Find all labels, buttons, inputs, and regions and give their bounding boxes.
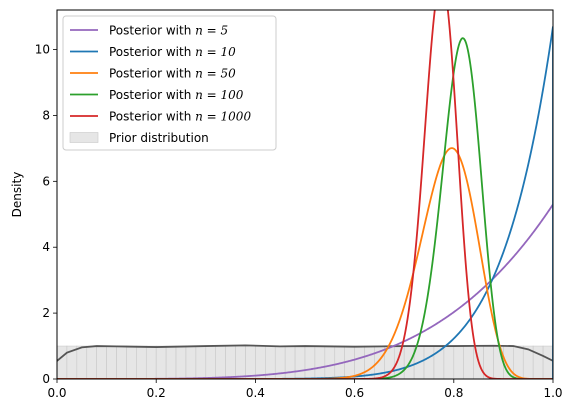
prior-histogram-bar <box>423 345 435 379</box>
prior-histogram-bar <box>86 345 97 379</box>
prior-histogram-bar <box>463 345 474 379</box>
prior-histogram-bar <box>155 345 167 379</box>
prior-histogram-bar <box>175 345 187 379</box>
prior-histogram-bar <box>215 345 226 379</box>
y-tick-label: 4 <box>42 240 50 254</box>
prior-histogram-bar <box>284 345 296 379</box>
prior-histogram-bar <box>235 345 246 379</box>
y-tick-label: 0 <box>42 372 50 386</box>
prior-histogram-bar <box>304 345 316 379</box>
y-tick-label: 6 <box>42 174 50 188</box>
y-tick-label: 8 <box>42 108 50 122</box>
legend-label: Posterior with n = 50 <box>109 67 236 81</box>
legend-label: Posterior with n = 100 <box>109 88 244 102</box>
prior-histogram-bar <box>205 345 217 379</box>
legend-label: Posterior with n = 1000 <box>109 110 251 124</box>
x-tick-label: 0.8 <box>444 386 463 400</box>
prior-histogram-bar <box>453 345 465 379</box>
x-tick-label: 1.0 <box>543 386 562 400</box>
prior-histogram-bar <box>245 345 256 379</box>
prior-histogram-bar <box>165 345 177 379</box>
prior-histogram-bar <box>185 345 197 379</box>
series-line-n-50 <box>57 147 553 379</box>
prior-density-line <box>57 344 553 362</box>
axes-frame <box>56 9 554 380</box>
prior-histogram-bar <box>145 345 157 379</box>
prior-histogram-bar <box>195 345 207 379</box>
prior-histogram-bar <box>532 345 544 379</box>
legend-swatch-prior <box>69 132 99 143</box>
x-tick-label: 0.6 <box>345 386 364 400</box>
series-line-n-1000 <box>57 10 553 379</box>
legend: Posterior with n = 5 Posterior with n = 1… <box>62 15 277 151</box>
prior-histogram-bar <box>225 345 236 379</box>
legend-label: Posterior with n = 10 <box>109 45 236 59</box>
prior-histogram-bar <box>324 345 336 379</box>
x-tick-label: 0.4 <box>246 386 265 400</box>
series-line-n-100 <box>57 37 553 379</box>
y-axis: 0 2 4 6 8 10 <box>35 43 57 386</box>
prior-histogram-bar <box>106 345 117 379</box>
prior-histogram-bar <box>136 345 147 379</box>
y-axis-label: Density <box>10 172 24 218</box>
prior-histogram-bar <box>542 345 553 379</box>
y-tick-label: 10 <box>35 43 50 57</box>
y-tick-label: 2 <box>42 306 50 320</box>
prior-histogram-bar <box>294 345 306 379</box>
prior-histogram-bar <box>116 345 127 379</box>
legend-box <box>62 15 277 151</box>
legend-label: Posterior with n = 5 <box>109 24 228 38</box>
prior-histogram-bar <box>443 345 455 379</box>
prior-histogram-bar <box>96 345 107 379</box>
legend-label-prior: Prior distribution <box>109 131 209 145</box>
x-axis: 0.0 0.2 0.4 0.6 0.8 1.0 <box>47 379 563 400</box>
prior-histogram-bar <box>57 345 68 379</box>
prior-histogram-bar <box>314 345 326 379</box>
prior-histogram-bar <box>76 345 88 379</box>
prior-histogram-bar <box>126 345 137 379</box>
x-tick-label: 0.2 <box>147 386 166 400</box>
x-tick-label: 0.0 <box>47 386 66 400</box>
